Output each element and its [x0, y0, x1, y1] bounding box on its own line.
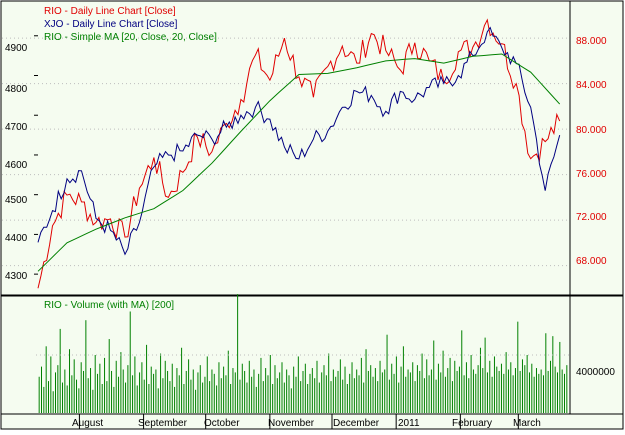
price-panel-background — [0, 0, 624, 296]
volume-tick-label: 4000000 — [576, 367, 615, 378]
legend-rio-close: RIO - Daily Line Chart [Close] — [44, 6, 176, 17]
left-tick-label: 4600 — [5, 160, 28, 171]
rio-close-line — [37, 18, 561, 289]
left-tick-label: 4900 — [5, 43, 28, 54]
right-axis-ticks: 88.000 84.000 80.000 76.000 72.000 68.00… — [576, 36, 607, 267]
price-legend: RIO - Daily Line Chart [Close] XJO - Dai… — [44, 6, 217, 43]
volume-bars — [36, 294, 570, 413]
x-axis-months: August September October November Decemb… — [72, 418, 541, 429]
right-tick-label: 88.000 — [576, 36, 607, 47]
month-label: November — [268, 418, 315, 429]
left-tick-label: 4700 — [5, 122, 28, 133]
volume-legend: RIO - Volume (with MA) [200] — [44, 300, 174, 311]
right-tick-label: 68.000 — [576, 256, 607, 267]
left-tick-label: 4400 — [5, 233, 28, 244]
right-tick-label: 76.000 — [576, 169, 607, 180]
legend-xjo-close: XJO - Daily Line Chart [Close] — [44, 19, 178, 30]
legend-rio-ma: RIO - Simple MA [20, Close, 20, Close] — [44, 32, 217, 43]
right-tick-label: 72.000 — [576, 212, 607, 223]
xjo-close-line — [37, 26, 561, 256]
rio-ma-line — [37, 53, 561, 272]
month-label: March — [513, 418, 541, 429]
x-axis-strip — [0, 413, 624, 430]
month-label: 2011 — [398, 418, 420, 429]
left-tick-label: 4500 — [5, 195, 28, 206]
month-label: December — [333, 418, 380, 429]
month-label: October — [204, 418, 240, 429]
right-tick-label: 80.000 — [576, 125, 607, 136]
month-label: February — [452, 418, 492, 429]
left-tick-label: 4800 — [5, 84, 28, 95]
right-tick-label: 84.000 — [576, 80, 607, 91]
month-label: September — [138, 418, 188, 429]
series-layer — [37, 18, 561, 289]
grid-layer — [2, 35, 570, 429]
left-axis-ticks: 4900 4800 4700 4600 4500 4400 4300 — [5, 43, 28, 282]
month-label: August — [72, 418, 103, 429]
left-tick-label: 4300 — [5, 271, 28, 282]
